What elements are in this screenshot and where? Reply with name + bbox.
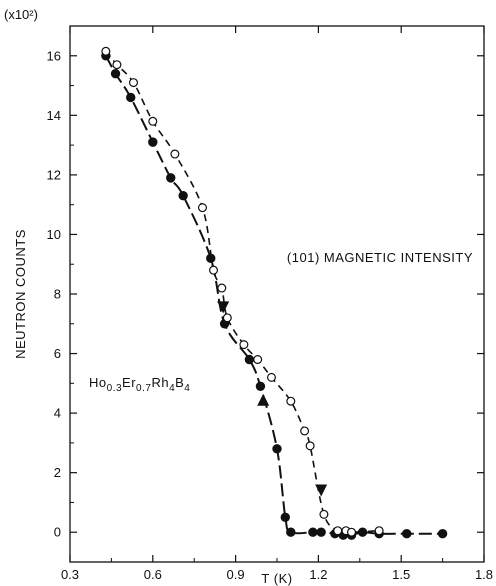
open-data-point bbox=[286, 396, 296, 406]
open-data-point bbox=[217, 283, 227, 293]
compound-er: Er bbox=[122, 375, 136, 390]
compound-label: Ho0.3Er0.7Rh4B4 bbox=[89, 375, 190, 394]
filled-data-point bbox=[286, 527, 296, 537]
filled-data-point bbox=[148, 137, 158, 147]
arrows bbox=[217, 301, 328, 497]
open-data-point bbox=[253, 355, 263, 365]
filled-data-point bbox=[280, 512, 290, 523]
x-tick-label: 0.9 bbox=[227, 567, 245, 582]
compound-b-sub: 4 bbox=[184, 383, 190, 394]
open-data-point bbox=[347, 527, 357, 537]
ticks: 0.3 0.6 0.9 1.2 1.5 1.8 0 2 4 6 8 10 12 14 16 bbox=[47, 25, 493, 582]
open-data-point bbox=[128, 78, 138, 88]
open-data-point bbox=[305, 441, 315, 451]
filled-data-point bbox=[178, 191, 188, 201]
warming-arrow-head bbox=[257, 393, 270, 406]
x-tick-label: 0.3 bbox=[61, 567, 79, 582]
filled-data-point bbox=[272, 444, 282, 454]
x-tick-label: 1.5 bbox=[392, 567, 410, 582]
x-axis-label: T (K) bbox=[261, 571, 292, 586]
open-data-point bbox=[266, 372, 276, 382]
y-tick-label: 8 bbox=[54, 287, 61, 302]
plot-frame bbox=[69, 25, 485, 563]
filled-data-point bbox=[357, 527, 368, 537]
x-tick-label: 1.8 bbox=[475, 567, 493, 582]
filled-data-point bbox=[316, 527, 326, 537]
magnetic-intensity-annotation: (101) MAGNETIC INTENSITY bbox=[287, 250, 473, 265]
filled-data-point bbox=[126, 92, 136, 103]
filled-data-point bbox=[110, 68, 121, 79]
y-tick-label: 12 bbox=[47, 167, 61, 182]
filled-data-point bbox=[166, 173, 176, 183]
compound-rh-sub: 4 bbox=[169, 383, 175, 394]
x-tick-label: 1.2 bbox=[309, 567, 327, 582]
open-data-point bbox=[374, 526, 384, 536]
transition-arrow-head bbox=[217, 301, 230, 314]
y-tick-label: 2 bbox=[54, 465, 61, 480]
open-series-curve bbox=[105, 50, 380, 534]
open-data-point bbox=[197, 203, 207, 213]
compound-rh: Rh bbox=[151, 375, 169, 390]
compound-ho-sub: 0.3 bbox=[107, 383, 122, 394]
y-tick-label: 0 bbox=[54, 525, 61, 540]
open-data-point bbox=[300, 426, 310, 436]
open-data-point bbox=[209, 265, 219, 275]
open-data-point bbox=[333, 526, 343, 536]
open-data-point bbox=[112, 60, 122, 70]
filled-series-curve bbox=[105, 55, 443, 537]
filled-data-point bbox=[402, 529, 412, 539]
y-tick-label: 16 bbox=[47, 48, 61, 63]
filled-data-point bbox=[244, 354, 255, 365]
open-data-point bbox=[222, 313, 232, 323]
open-data-point bbox=[319, 509, 329, 519]
filled-data-point bbox=[437, 529, 448, 539]
filled-data-point bbox=[255, 381, 266, 392]
y-tick-label: 4 bbox=[54, 406, 61, 421]
y-tick-label: 6 bbox=[54, 346, 61, 361]
x-tick-label: 0.6 bbox=[144, 567, 162, 582]
filled-data-point bbox=[206, 253, 216, 263]
open-data-point bbox=[148, 116, 158, 126]
cooling-arrow-head bbox=[315, 484, 328, 497]
open-data-point bbox=[239, 340, 249, 350]
compound-er-sub: 0.7 bbox=[136, 383, 151, 394]
filled-data-point bbox=[308, 527, 318, 537]
y-tick-label: 10 bbox=[47, 227, 61, 242]
points bbox=[101, 46, 448, 540]
open-data-point bbox=[101, 46, 111, 56]
y-axis-label: NEUTRON COUNTS bbox=[13, 229, 28, 359]
compound-ho: Ho bbox=[89, 375, 107, 390]
y-tick-label: 14 bbox=[47, 108, 61, 123]
y-multiplier-label: (x10²) bbox=[4, 7, 38, 22]
compound-b: B bbox=[175, 375, 184, 390]
open-data-point bbox=[170, 149, 180, 159]
